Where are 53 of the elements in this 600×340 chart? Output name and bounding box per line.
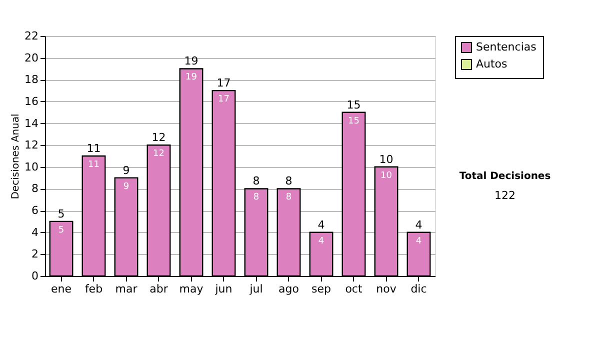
y-tick-label: 10 <box>24 160 38 174</box>
total-label: 12 <box>152 131 166 144</box>
text: 122 <box>494 189 516 202</box>
x-tick-label: jul <box>248 282 263 296</box>
data-label: 8 <box>253 192 260 203</box>
total-label: 9 <box>122 164 130 177</box>
y-tick-label: 12 <box>24 138 38 152</box>
y-axis-title: Decisiones Anual <box>10 114 22 200</box>
x-tick-label: oct <box>345 282 363 296</box>
x-tick-label: mar <box>115 282 138 296</box>
y-tick-label: 2 <box>32 248 38 261</box>
data-label: 10 <box>380 170 392 181</box>
y-tick-label: 16 <box>24 94 38 108</box>
legend-label: Sentencias <box>476 40 537 54</box>
data-label: 19 <box>186 72 198 83</box>
x-tick-label: dic <box>410 282 427 296</box>
total-label: 8 <box>252 174 260 188</box>
y-tick-label: 6 <box>32 204 38 218</box>
total-label: 4 <box>415 218 422 232</box>
total-label: 4 <box>318 218 325 232</box>
data-label: 11 <box>88 160 100 170</box>
x-tick-label: ago <box>278 282 300 296</box>
text: Total Decisiones <box>459 171 551 182</box>
x-tick-label: sep <box>312 282 332 296</box>
x-tick-label: abr <box>150 282 168 296</box>
y-tick-label: 14 <box>24 116 38 130</box>
total-label: 17 <box>216 76 231 90</box>
y-tick-label: 20 <box>24 51 38 64</box>
total-label: 5 <box>58 207 65 220</box>
total-label: 15 <box>346 98 361 112</box>
data-label: 12 <box>153 149 164 160</box>
total-label: 8 <box>285 174 292 188</box>
total-label: 19 <box>184 54 198 68</box>
y-tick-label: 0 <box>32 270 38 282</box>
data-label: 9 <box>123 182 130 192</box>
total-label: 10 <box>379 152 394 166</box>
x-tick-label: jun <box>214 282 232 296</box>
y-tick-label: 8 <box>32 182 38 196</box>
y-tick-label: 18 <box>24 73 38 86</box>
data-label: 5 <box>58 225 64 236</box>
y-tick-label: 22 <box>24 30 38 42</box>
x-tick-label: feb <box>84 282 103 296</box>
data-label: 4 <box>318 236 324 246</box>
x-tick-label: ene <box>50 282 72 296</box>
x-tick-label: nov <box>376 282 397 296</box>
total-label: 11 <box>86 142 101 155</box>
data-label: 15 <box>348 116 360 126</box>
x-tick-label: may <box>179 282 204 296</box>
data-label: 17 <box>218 94 230 105</box>
y-tick-label: 4 <box>32 226 38 239</box>
legend-label: Autos <box>476 58 508 70</box>
data-label: 8 <box>286 192 292 203</box>
data-label: 4 <box>416 236 422 246</box>
